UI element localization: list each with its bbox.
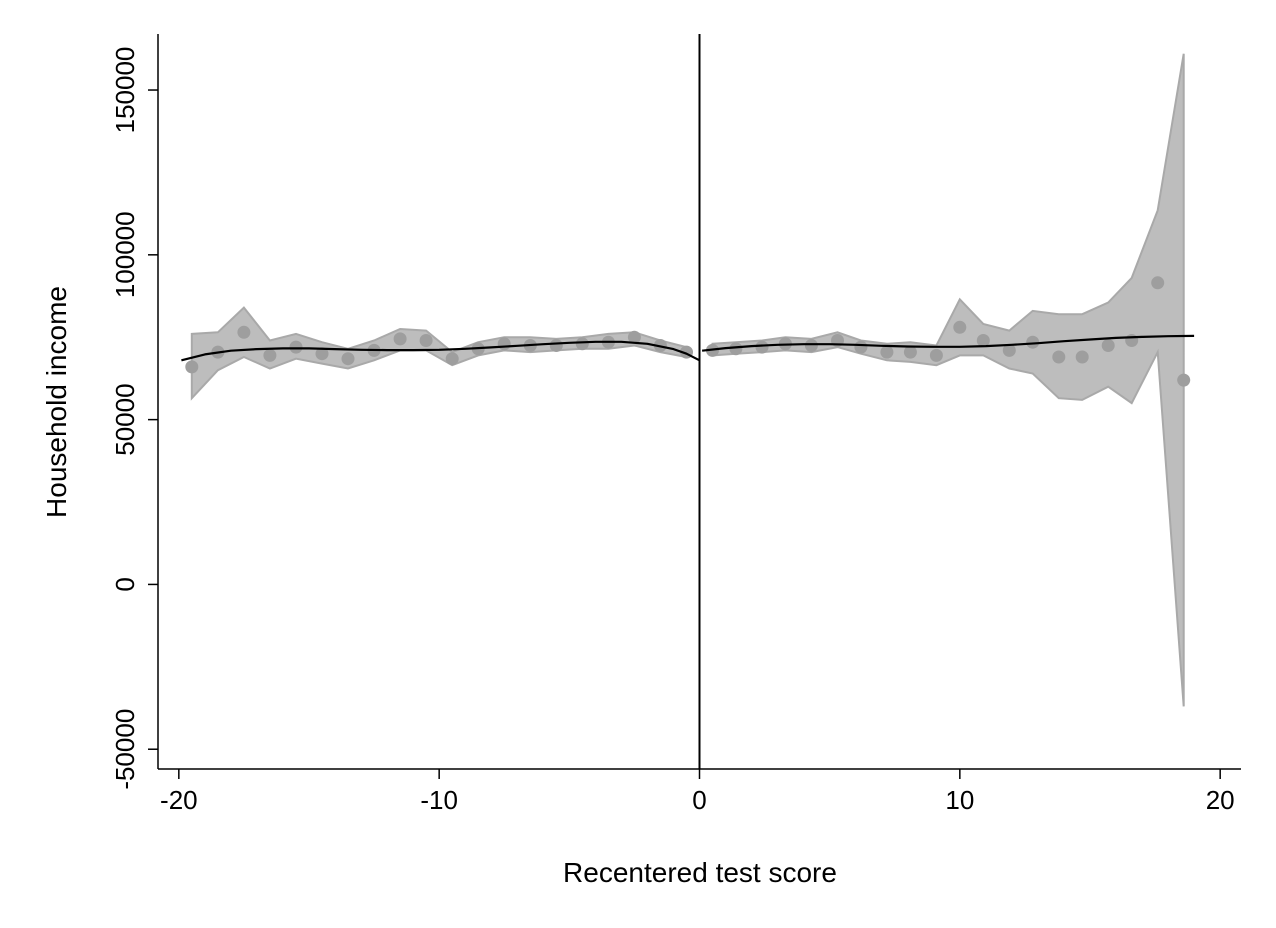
data-point — [263, 348, 277, 362]
y-tick-label: 0 — [110, 577, 140, 591]
fit-line-right — [701, 334, 1195, 352]
x-tick-label: -20 — [160, 785, 198, 815]
data-point — [1101, 339, 1115, 352]
data-point — [804, 339, 818, 352]
y-tick-label: 100000 — [110, 211, 140, 298]
x-tick-label: 10 — [945, 785, 974, 815]
data-point — [1177, 373, 1191, 387]
confidence-bands — [190, 53, 1185, 707]
x-tick-label: -10 — [420, 785, 458, 815]
data-point — [755, 340, 769, 354]
data-point — [903, 345, 917, 359]
data-point — [1052, 350, 1066, 364]
data-point — [854, 340, 868, 354]
data-point — [341, 352, 355, 366]
data-point — [393, 332, 407, 346]
x-axis-title: Recentered test score — [563, 857, 837, 888]
data-point — [1026, 335, 1040, 349]
data-point — [976, 334, 990, 347]
data-point — [1151, 276, 1165, 290]
ci-band-right — [711, 53, 1185, 707]
y-tick-label: 150000 — [110, 47, 140, 134]
y-tick-label: 50000 — [110, 383, 140, 455]
x-tick-label: 0 — [692, 785, 706, 815]
data-point — [929, 348, 943, 362]
data-point — [549, 339, 563, 352]
data-point — [1125, 334, 1139, 347]
data-point — [185, 360, 199, 374]
binned-points — [185, 276, 1191, 387]
y-tick-label: -50000 — [110, 709, 140, 790]
data-point — [729, 342, 743, 356]
data-point — [880, 345, 894, 359]
data-point — [497, 337, 511, 351]
axes: -20 -10 0 10 20 -50000 0 50000 100000 150000 — [110, 34, 1241, 815]
data-point — [289, 340, 303, 354]
data-point — [1002, 343, 1016, 357]
data-point — [445, 352, 459, 366]
fit-line-left — [181, 340, 700, 362]
data-point — [953, 320, 967, 334]
y-axis-title: Household income — [41, 286, 72, 518]
data-point — [237, 325, 251, 339]
x-tick-label: 20 — [1206, 785, 1235, 815]
data-point — [315, 347, 329, 361]
data-point — [1075, 350, 1089, 364]
data-point — [575, 337, 589, 351]
data-point — [627, 330, 641, 344]
fit-lines — [181, 334, 1195, 362]
data-point — [419, 334, 433, 347]
